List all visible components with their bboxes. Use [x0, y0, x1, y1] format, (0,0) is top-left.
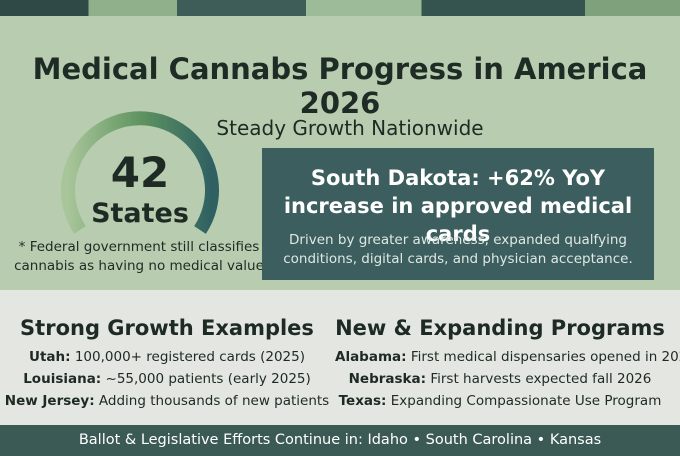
item-text: 100,000+ registered cards (2025): [74, 349, 305, 365]
column-heading: New & Expanding Programs: [335, 316, 665, 340]
item: Nebraska: First harvests expected fall 2…: [335, 368, 665, 390]
item: Texas: Expanding Compassionate Use Progr…: [335, 390, 665, 412]
column: Strong Growth Examples Utah: 100,000+ reg…: [2, 316, 332, 412]
item-label: New Jersey:: [4, 393, 95, 409]
item-text: Expanding Compassionate Use Program: [390, 393, 662, 409]
column-heading: Strong Growth Examples: [20, 316, 314, 340]
item-text: First harvests expected fall 2026: [430, 371, 652, 387]
item: Louisiana: ~55,000 patients (early 2025): [2, 368, 332, 390]
footer: Ballot & Legislative Efforts Continue in…: [0, 425, 680, 456]
top-strip: [0, 0, 680, 16]
item-label: Louisiana:: [23, 371, 102, 387]
item: Alabama: First medical dispensaries open…: [335, 346, 680, 368]
item-text: First medical dispensaries opened in 202…: [410, 349, 680, 365]
item: New Jersey: Adding thousands of new pati…: [2, 390, 332, 412]
highlight-body: Driven by greater awareness, expanded qu…: [283, 232, 633, 267]
item-text: Adding thousands of new patients: [98, 393, 330, 409]
item-label: Texas:: [338, 393, 387, 409]
item-label: Utah:: [29, 349, 71, 365]
gauge-number: 42: [110, 148, 170, 197]
highlight-box: [262, 148, 654, 280]
footer-lead: Ballot & Legislative Efforts Continue in…: [78, 432, 363, 448]
item-text: ~55,000 patients (early 2025): [105, 371, 311, 387]
footer-states: Idaho • South Carolina • Kansas: [367, 432, 602, 448]
column: New & Expanding Programs Alabama: First m…: [335, 316, 680, 412]
examples-band: [0, 290, 680, 425]
subtitle: Steady Growth Nationwide: [216, 116, 484, 140]
gauge-label: States: [91, 198, 189, 229]
highlight-heading: South Dakota: +62% YoY increase in appro…: [283, 166, 633, 246]
gauge-arc: [61, 111, 219, 234]
item-label: Alabama:: [335, 349, 407, 365]
item: Utah: 100,000+ registered cards (2025): [2, 346, 332, 368]
title: Medical Cannabs Progress in America 2026: [32, 52, 648, 120]
footnote: * Federal government still classifies ca…: [14, 239, 264, 274]
item-label: Nebraska:: [348, 371, 427, 387]
